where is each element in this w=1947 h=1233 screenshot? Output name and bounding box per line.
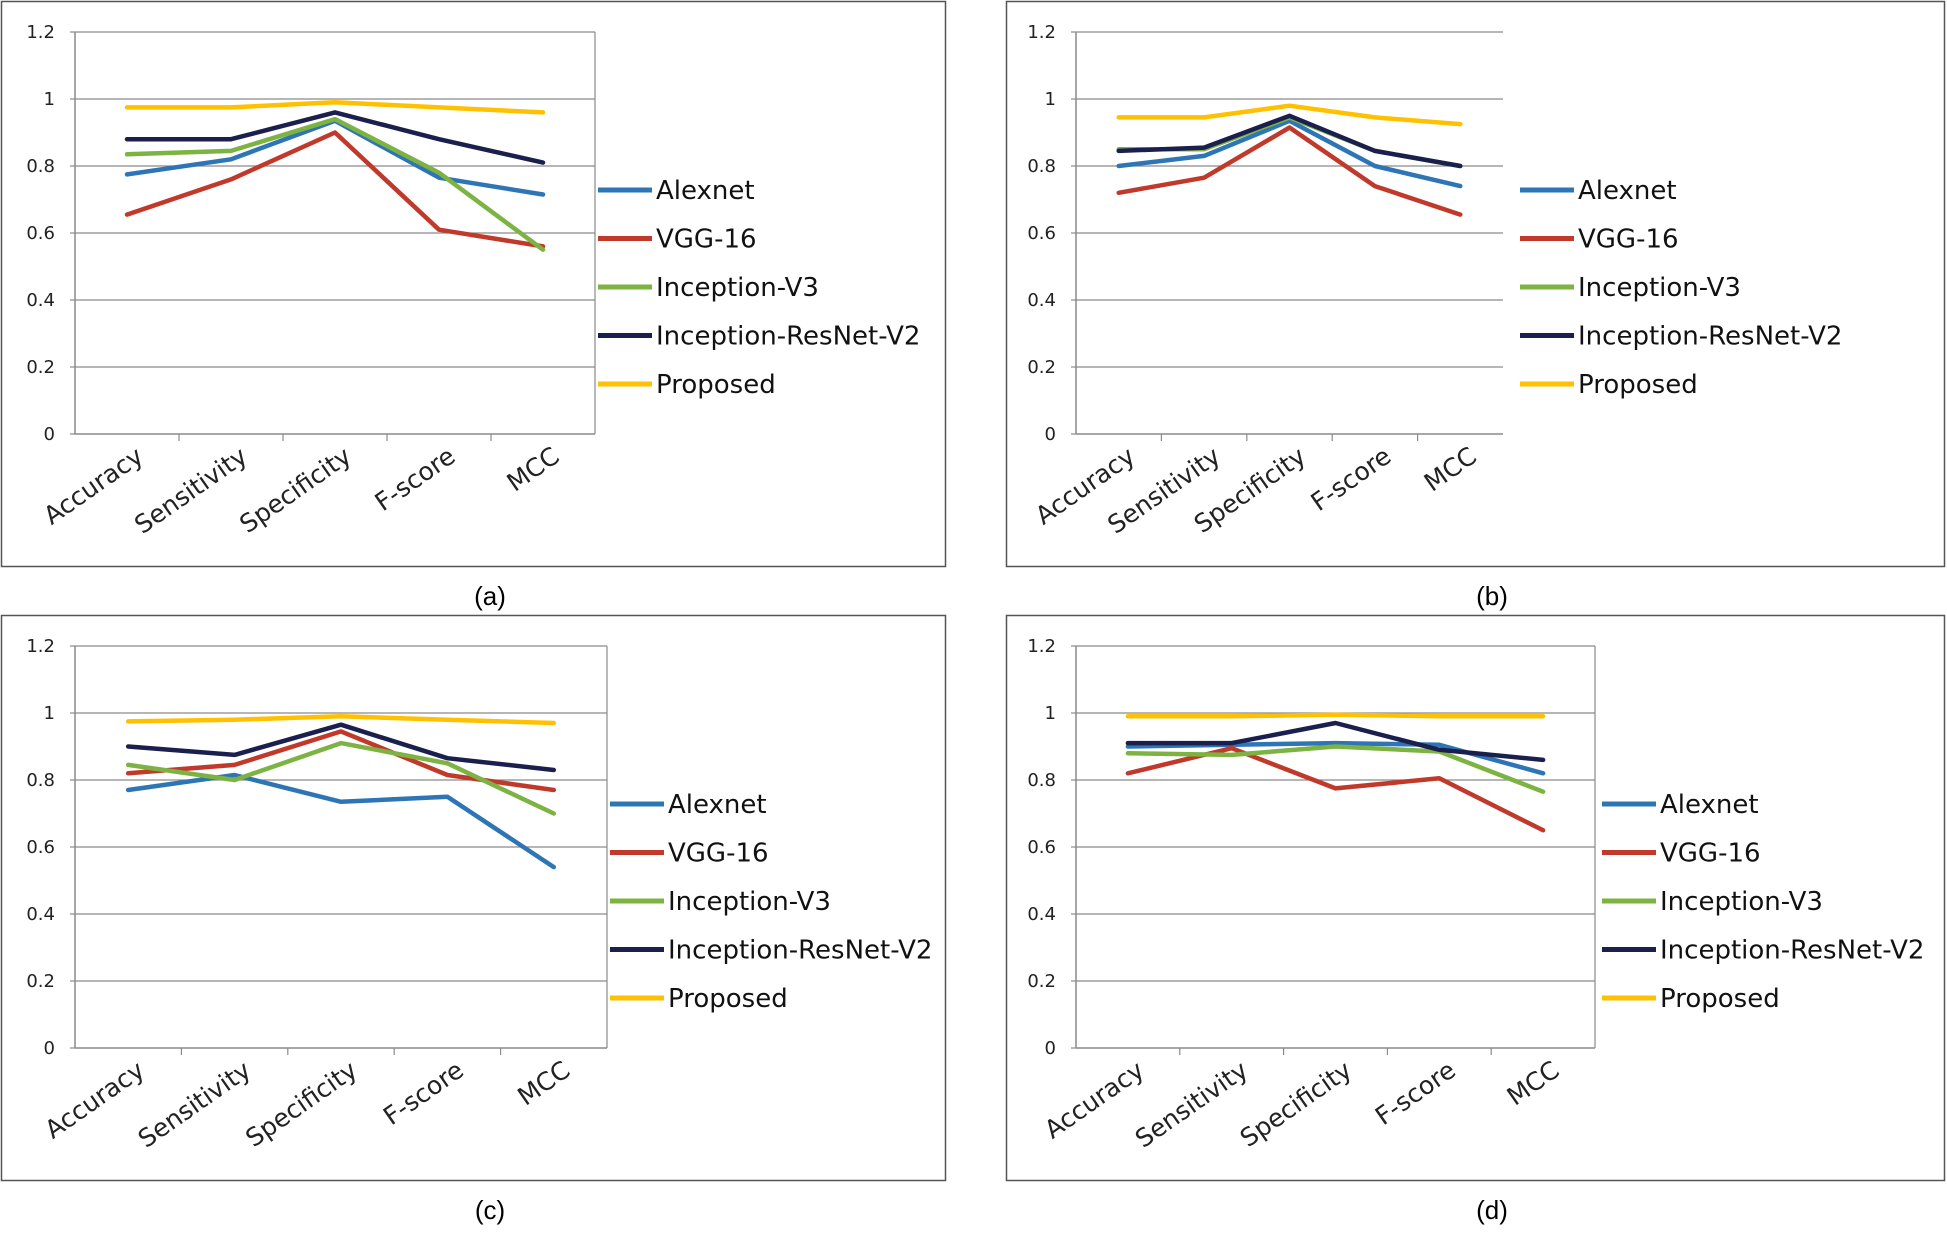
legend-label-proposed: Proposed [656,370,776,400]
panel-caption: (b) [1476,581,1508,611]
legend-label-alexnet: Alexnet [656,176,755,206]
panel-caption: (c) [475,1195,505,1225]
series-line-inception-v3 [125,740,557,816]
legend-label-proposed: Proposed [1578,370,1698,400]
legend-label-inception-resnet-v2: Inception-ResNet-V2 [668,936,932,966]
y-tick-label: 0.8 [26,770,55,791]
y-tick-label: 0.6 [1027,837,1056,858]
y-tick-label: 1 [1045,703,1056,724]
y-tick-label: 0 [1045,1038,1056,1059]
series-line-alexnet [125,772,557,870]
legend-label-inception-resnet-v2: Inception-ResNet-V2 [1578,322,1842,352]
y-tick-label: 1 [1045,89,1056,110]
y-tick-label: 0.2 [1027,357,1056,378]
series-line-proposed [1125,712,1546,719]
legend-label-alexnet: Alexnet [1660,790,1759,820]
y-tick-label: 1.2 [26,22,55,43]
legend-label-vgg-16: VGG-16 [656,225,757,255]
legend-label-proposed: Proposed [1660,984,1780,1014]
chart-frame [1005,614,1946,1182]
y-tick-label: 1.2 [26,636,55,657]
y-tick-label: 0.4 [26,904,55,925]
series-line-vgg-16 [1116,125,1463,217]
legend-label-alexnet: Alexnet [668,790,767,820]
series-line-inception-resnet-v2 [1116,113,1463,169]
y-tick-label: 0.2 [26,357,55,378]
series-line-proposed [1116,103,1463,127]
series-line-inception-v3 [1125,744,1546,794]
y-tick-label: 0.2 [26,971,55,992]
y-tick-label: 0.6 [26,223,55,244]
chart-panel-1: 00.20.40.60.811.2AccuracySensitivitySpec… [1005,0,1946,611]
legend-label-vgg-16: VGG-16 [668,839,769,869]
legend-label-inception-v3: Inception-V3 [656,273,819,303]
y-tick-label: 0.6 [26,837,55,858]
y-tick-label: 0.6 [1027,223,1056,244]
chart-frame [0,0,947,568]
legend-label-alexnet: Alexnet [1578,176,1677,206]
series-line-inception-resnet-v2 [125,722,557,773]
series-line-inception-resnet-v2 [1125,720,1546,763]
legend-label-inception-resnet-v2: Inception-ResNet-V2 [656,322,920,352]
panel-caption: (d) [1476,1195,1508,1225]
y-tick-label: 0.8 [1027,156,1056,177]
y-tick-label: 0.8 [1027,770,1056,791]
chart-panel-3: 00.20.40.60.811.2AccuracySensitivitySpec… [1005,614,1946,1225]
legend-label-proposed: Proposed [668,984,788,1014]
chart-frame [1005,0,1946,568]
series-line-inception-resnet-v2 [124,110,546,165]
y-tick-label: 1 [44,89,55,110]
chart-panel-0: 00.20.40.60.811.2AccuracySensitivitySpec… [0,0,947,611]
y-tick-label: 0.8 [26,156,55,177]
series-line-alexnet [1116,118,1463,189]
y-tick-label: 1.2 [1027,22,1056,43]
y-tick-label: 0 [44,424,55,445]
series-line-inception-v3 [124,116,546,252]
chart-panel-2: 00.20.40.60.811.2AccuracySensitivitySpec… [0,614,947,1225]
series-line-proposed [125,714,557,726]
y-tick-label: 1.2 [1027,636,1056,657]
y-tick-label: 1 [44,703,55,724]
chart-frame [0,614,947,1182]
legend-label-vgg-16: VGG-16 [1578,225,1679,255]
y-tick-label: 0.4 [26,290,55,311]
legend-label-inception-v3: Inception-V3 [1660,887,1823,917]
series-line-vgg-16 [124,130,546,249]
legend-label-vgg-16: VGG-16 [1660,839,1761,869]
panel-caption: (a) [474,581,506,611]
legend-label-inception-v3: Inception-V3 [1578,273,1741,303]
y-tick-label: 0 [44,1038,55,1059]
y-tick-label: 0 [1045,424,1056,445]
legend-label-inception-v3: Inception-V3 [668,887,831,917]
series-line-proposed [124,100,546,115]
y-tick-label: 0.4 [1027,290,1056,311]
y-tick-label: 0.4 [1027,904,1056,925]
y-tick-label: 0.2 [1027,971,1056,992]
legend-label-inception-resnet-v2: Inception-ResNet-V2 [1660,936,1924,966]
